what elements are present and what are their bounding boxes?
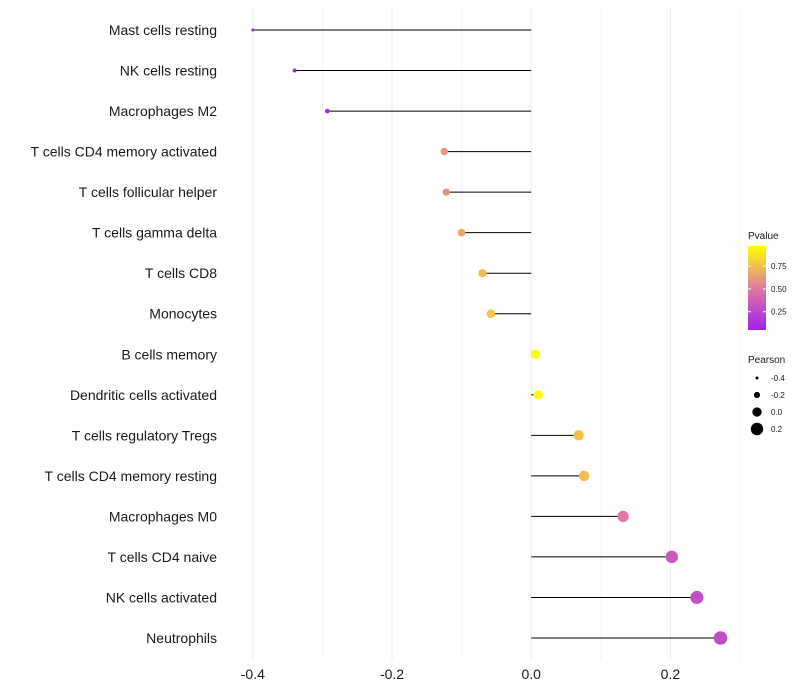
pearson-legend-label: -0.4 (771, 374, 785, 383)
pearson-legend-key (755, 376, 759, 380)
data-point (251, 28, 255, 32)
pearson-legend-key (753, 391, 761, 399)
category-label: T cells CD8 (145, 265, 217, 281)
data-point (578, 470, 590, 482)
pvalue-legend-label: 0.50 (771, 285, 787, 294)
data-point (690, 590, 704, 604)
pearson-legend-title: Pearson (748, 355, 785, 366)
data-point (457, 228, 466, 237)
data-point (324, 108, 330, 114)
category-label: NK cells activated (106, 589, 217, 605)
pearson-legend-label: -0.2 (771, 391, 785, 400)
data-point (617, 510, 629, 523)
category-label: T cells CD4 naive (108, 549, 218, 565)
pearson-legend-key (752, 407, 762, 417)
lollipop-stems (252, 29, 721, 639)
grid-lines (252, 8, 741, 660)
pearson-legend: Pearson -0.4 -0.2 0.0 0.2 (748, 355, 785, 436)
x-tick-label: 0.2 (661, 666, 681, 682)
category-label: NK cells resting (120, 63, 217, 79)
data-point (478, 269, 487, 278)
category-label: B cells memory (121, 346, 217, 362)
category-label: Monocytes (149, 306, 217, 322)
pearson-legend-label: 0.2 (771, 425, 783, 434)
data-point (573, 430, 584, 441)
pearson-legend-key (750, 422, 764, 436)
x-tick-label: 0.0 (521, 666, 541, 682)
x-tick-label: -0.4 (241, 666, 265, 682)
category-label: T cells CD4 memory resting (45, 468, 217, 484)
pvalue-legend: Pvalue 0.25 0.50 0.75 (748, 231, 787, 330)
category-label: Dendritic cells activated (70, 387, 217, 403)
data-point (530, 349, 541, 359)
x-axis-ticks: -0.4 -0.2 0.0 0.2 (241, 666, 681, 682)
category-label: Macrophages M0 (109, 508, 217, 524)
lollipop-points (251, 28, 728, 645)
data-point (486, 309, 496, 318)
category-label: T cells regulatory Tregs (72, 427, 217, 443)
data-point (442, 188, 451, 196)
category-label: T cells follicular helper (79, 184, 218, 200)
data-point (713, 631, 728, 645)
category-label: T cells gamma delta (92, 225, 217, 241)
data-point (292, 68, 297, 73)
pvalue-legend-title: Pvalue (748, 231, 779, 242)
category-labels: Mast cells resting NK cells resting Macrop… (31, 22, 218, 646)
pvalue-colorbar (748, 246, 766, 330)
category-label: T cells CD4 memory activated (31, 144, 217, 160)
category-label: Mast cells resting (109, 22, 217, 38)
x-tick-label: -0.2 (380, 666, 404, 682)
data-point (665, 550, 679, 564)
data-point (440, 147, 448, 156)
category-label: Macrophages M2 (109, 103, 217, 119)
data-point (533, 390, 543, 400)
category-label: Neutrophils (146, 630, 217, 646)
pearson-legend-label: 0.0 (771, 408, 783, 417)
pvalue-legend-label: 0.75 (771, 262, 787, 271)
pvalue-legend-label: 0.25 (771, 308, 787, 317)
